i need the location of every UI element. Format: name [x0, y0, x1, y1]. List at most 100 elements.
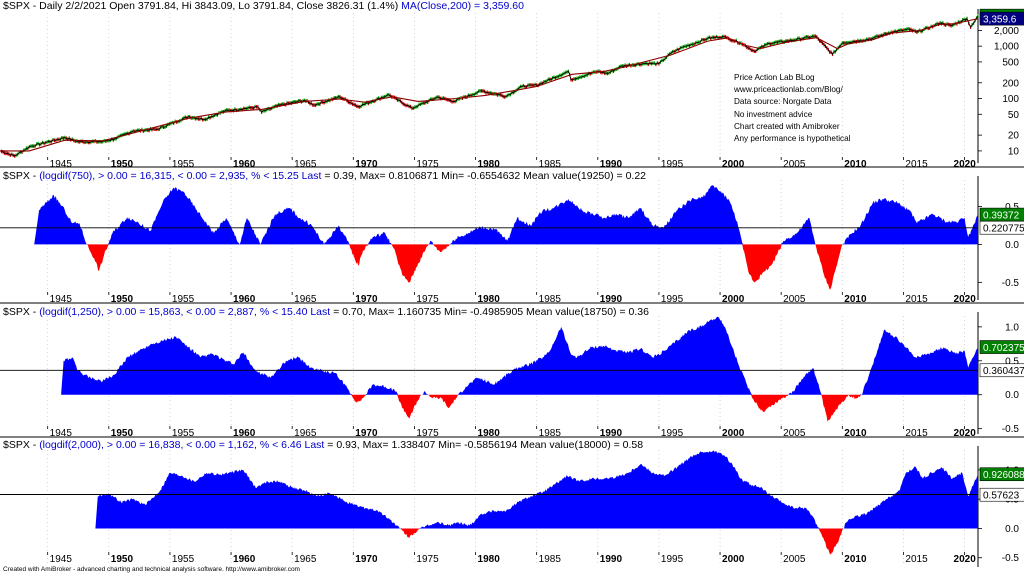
x-tick-label: 1950 — [111, 428, 134, 439]
logdif2000-title-prefix: $SPX - — [3, 439, 40, 451]
x-tick-label: 2010 — [844, 294, 867, 305]
note-line: Any performance is hypothetical — [734, 134, 851, 144]
price-panel-title-main: $SPX - Daily 2/2/2021 Open 3791.84, Hi 3… — [3, 0, 402, 12]
last-value-label: 3,359.6 — [983, 14, 1017, 25]
price-line — [0, 15, 979, 157]
last-value-box — [979, 220, 1024, 235]
note-line: Chart created with Amibroker — [734, 121, 840, 131]
last-value-label: 0.360437 — [983, 366, 1024, 377]
logdif1250-panel-title: $SPX - (logdif(1,250), > 0.00 = 15,863, … — [3, 306, 649, 318]
x-tick-label: 1955 — [172, 294, 195, 305]
x-tick-label: 1990 — [600, 294, 623, 305]
positive-area — [34, 185, 978, 245]
x-tick-label: 2010 — [844, 159, 867, 170]
last-value-label: 0.57623 — [983, 491, 1020, 502]
x-tick-label: 1995 — [661, 554, 684, 565]
positive-area — [61, 316, 979, 395]
x-tick-label: 1945 — [50, 554, 73, 565]
x-tick-label: 1970 — [355, 554, 378, 565]
x-tick-label: 1950 — [111, 554, 134, 565]
x-tick-label: 1990 — [600, 554, 623, 565]
ma200-line — [0, 18, 979, 152]
x-tick-label: 1965 — [294, 159, 317, 170]
x-tick-label: 1980 — [478, 159, 501, 170]
logdif750-title-stats: (logdif(750), > 0.00 = 16,315, < 0.00 = … — [39, 170, 325, 182]
y-tick-label: 1.0 — [1005, 322, 1019, 333]
x-tick-label: 2015 — [905, 554, 928, 565]
x-tick-label: 1965 — [294, 554, 317, 565]
note-line: No investment advice — [734, 109, 813, 119]
x-tick-label: 1995 — [661, 294, 684, 305]
negative-area — [61, 394, 979, 422]
x-tick-label: 1960 — [233, 428, 256, 439]
x-tick-label: 2020 — [954, 428, 977, 439]
y-tick-label: 500 — [1002, 57, 1019, 68]
x-tick-label: 1980 — [478, 428, 501, 439]
y-tick-label: 2,000 — [994, 26, 1019, 37]
x-tick-label: 1960 — [233, 294, 256, 305]
footer-credit: Created with AmiBroker - advanced charti… — [3, 566, 300, 573]
logdif750-title-summary: = 0.39, Max= 0.8106871 Min= -0.6554632 M… — [324, 170, 647, 182]
y-tick-label: 1,000 — [994, 42, 1019, 53]
x-tick-label: 1970 — [355, 159, 378, 170]
x-tick-label: 2015 — [905, 294, 928, 305]
x-tick-label: 1965 — [294, 428, 317, 439]
x-tick-label: 1975 — [416, 554, 439, 565]
logdif1250-title-summary: = 0.70, Max= 1.160735 Min= -0.4985905 Me… — [333, 306, 649, 318]
x-tick-label: 1980 — [478, 554, 501, 565]
last-value-box — [979, 487, 1024, 502]
x-tick-label: 1990 — [600, 159, 623, 170]
price-panel-title-ma: MA(Close,200) = 3,359.60 — [401, 0, 524, 12]
x-tick-label: 2015 — [905, 428, 928, 439]
note-line: Price Action Lab BLog — [734, 73, 815, 82]
logdif750-panel-title: $SPX - (logdif(750), > 0.00 = 16,315, < … — [3, 170, 646, 182]
y-tick-label: 0.5 — [1005, 202, 1019, 213]
x-tick-label: 1960 — [233, 554, 256, 565]
x-tick-label: 1985 — [539, 159, 562, 170]
x-tick-label: 1975 — [416, 428, 439, 439]
y-tick-label: -0.5 — [1002, 278, 1020, 289]
x-tick-label: 1950 — [111, 294, 134, 305]
x-tick-label: 2000 — [722, 294, 745, 305]
x-tick-label: 2015 — [905, 159, 928, 170]
x-tick-label: 2005 — [783, 428, 806, 439]
note-line: Data source: Norgate Data — [734, 97, 832, 107]
negative-area — [34, 244, 978, 290]
last-value-label: 0.702375 — [983, 343, 1024, 354]
y-tick-label: 20 — [1008, 131, 1020, 142]
y-tick-label: 10 — [1008, 146, 1020, 157]
x-tick-label: 1955 — [172, 428, 195, 439]
x-tick-label: 1970 — [355, 428, 378, 439]
x-tick-label: 2000 — [722, 428, 745, 439]
x-tick-label: 1985 — [539, 294, 562, 305]
x-tick-label: 1960 — [233, 159, 256, 170]
x-tick-label: 1945 — [50, 159, 73, 170]
last-value-box — [979, 340, 1024, 354]
y-tick-label: -0.5 — [1002, 424, 1020, 435]
logdif2000-title-summary: = 0.93, Max= 1.338407 Min= -0.5856194 Me… — [327, 439, 644, 451]
y-tick-label: 50 — [1008, 110, 1020, 121]
x-tick-label: 1985 — [539, 554, 562, 565]
x-tick-label: 2010 — [844, 554, 867, 565]
x-tick-label: 1945 — [50, 428, 73, 439]
x-tick-label: 1975 — [416, 159, 439, 170]
y-tick-label: 0.0 — [1005, 240, 1019, 251]
x-tick-label: 1955 — [172, 554, 195, 565]
x-tick-label: 1980 — [478, 294, 501, 305]
x-tick-label: 2020 — [954, 554, 977, 565]
x-tick-label: 1970 — [355, 294, 378, 305]
last-value-box — [979, 363, 1024, 378]
x-tick-label: 1975 — [416, 294, 439, 305]
y-tick-label: 0.0 — [1005, 524, 1019, 535]
y-tick-label: 0.5 — [1005, 356, 1019, 367]
last-value-label: 0.926088 — [983, 470, 1024, 481]
y-tick-label: -0.5 — [1002, 553, 1020, 564]
logdif2000-panel-title: $SPX - (logdif(2,000), > 0.00 = 16,838, … — [3, 439, 643, 451]
x-tick-label: 2020 — [954, 159, 977, 170]
last-value-box — [979, 467, 1024, 482]
logdif1250-title-prefix: $SPX - — [3, 306, 40, 318]
note-line: www.priceactionlab.com/Blog/ — [734, 85, 843, 95]
x-tick-label: 1965 — [294, 294, 317, 305]
